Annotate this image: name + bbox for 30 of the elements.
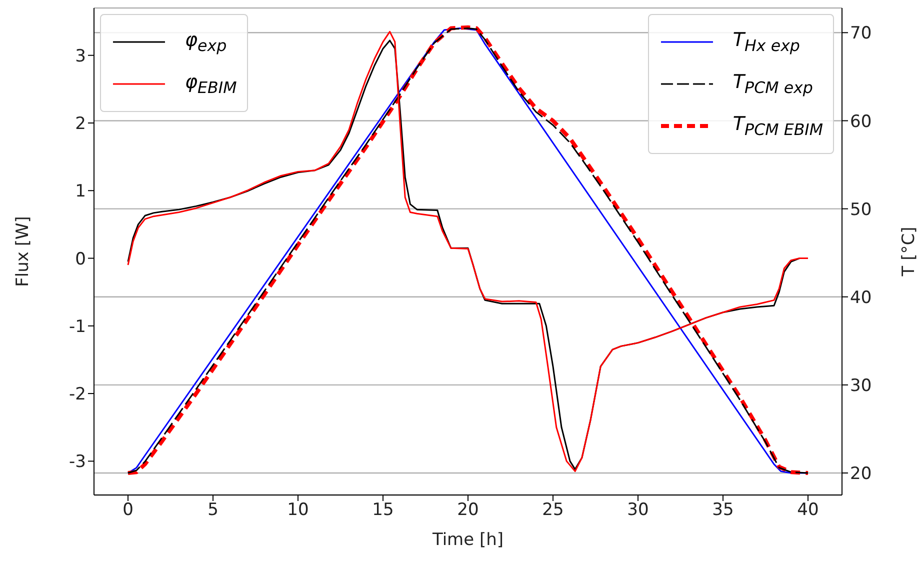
legend-label: T$_{PCM EBIM}$ — [732, 113, 823, 139]
y2-tick-label: 60 — [850, 112, 872, 132]
x-tick-label: 35 — [712, 500, 734, 520]
x-tick-label: 5 — [208, 500, 218, 520]
x-axis-title: Time [h] — [431, 530, 504, 550]
y2-tick-label: 70 — [850, 24, 872, 44]
x-tick-label: 20 — [457, 500, 479, 520]
y2-axis-title: T [°C] — [899, 226, 920, 278]
y2-tick-label: 30 — [850, 376, 872, 396]
x-tick-label: 30 — [627, 500, 649, 520]
legend-label: φ$_{EBIM}$ — [185, 71, 237, 97]
y2-tick-label: 40 — [850, 288, 872, 308]
x-tick-label: 10 — [287, 500, 309, 520]
legend-label: T$_{PCM exp}$ — [732, 71, 813, 97]
y2-tick-label: 20 — [850, 464, 872, 484]
y-tick-label: -2 — [69, 384, 86, 405]
y-tick-label: 0 — [75, 249, 86, 270]
legend-label: φ$_{exp}$ — [185, 29, 227, 55]
y-tick-label: 2 — [75, 114, 86, 134]
y2-tick-label: 50 — [850, 200, 872, 220]
x-tick-label: 40 — [797, 500, 819, 520]
x-tick-label: 25 — [542, 500, 564, 520]
y-tick-label: 1 — [75, 182, 86, 202]
y-tick-label: -3 — [69, 452, 86, 472]
x-tick-label: 0 — [122, 500, 134, 520]
x-tick-label: 15 — [372, 500, 394, 520]
y-tick-label: 3 — [75, 46, 86, 66]
legend-label: T$_{Hx exp}$ — [732, 29, 800, 55]
y-axis-title: Flux [W] — [13, 216, 34, 287]
y-tick-label: -1 — [69, 316, 86, 337]
